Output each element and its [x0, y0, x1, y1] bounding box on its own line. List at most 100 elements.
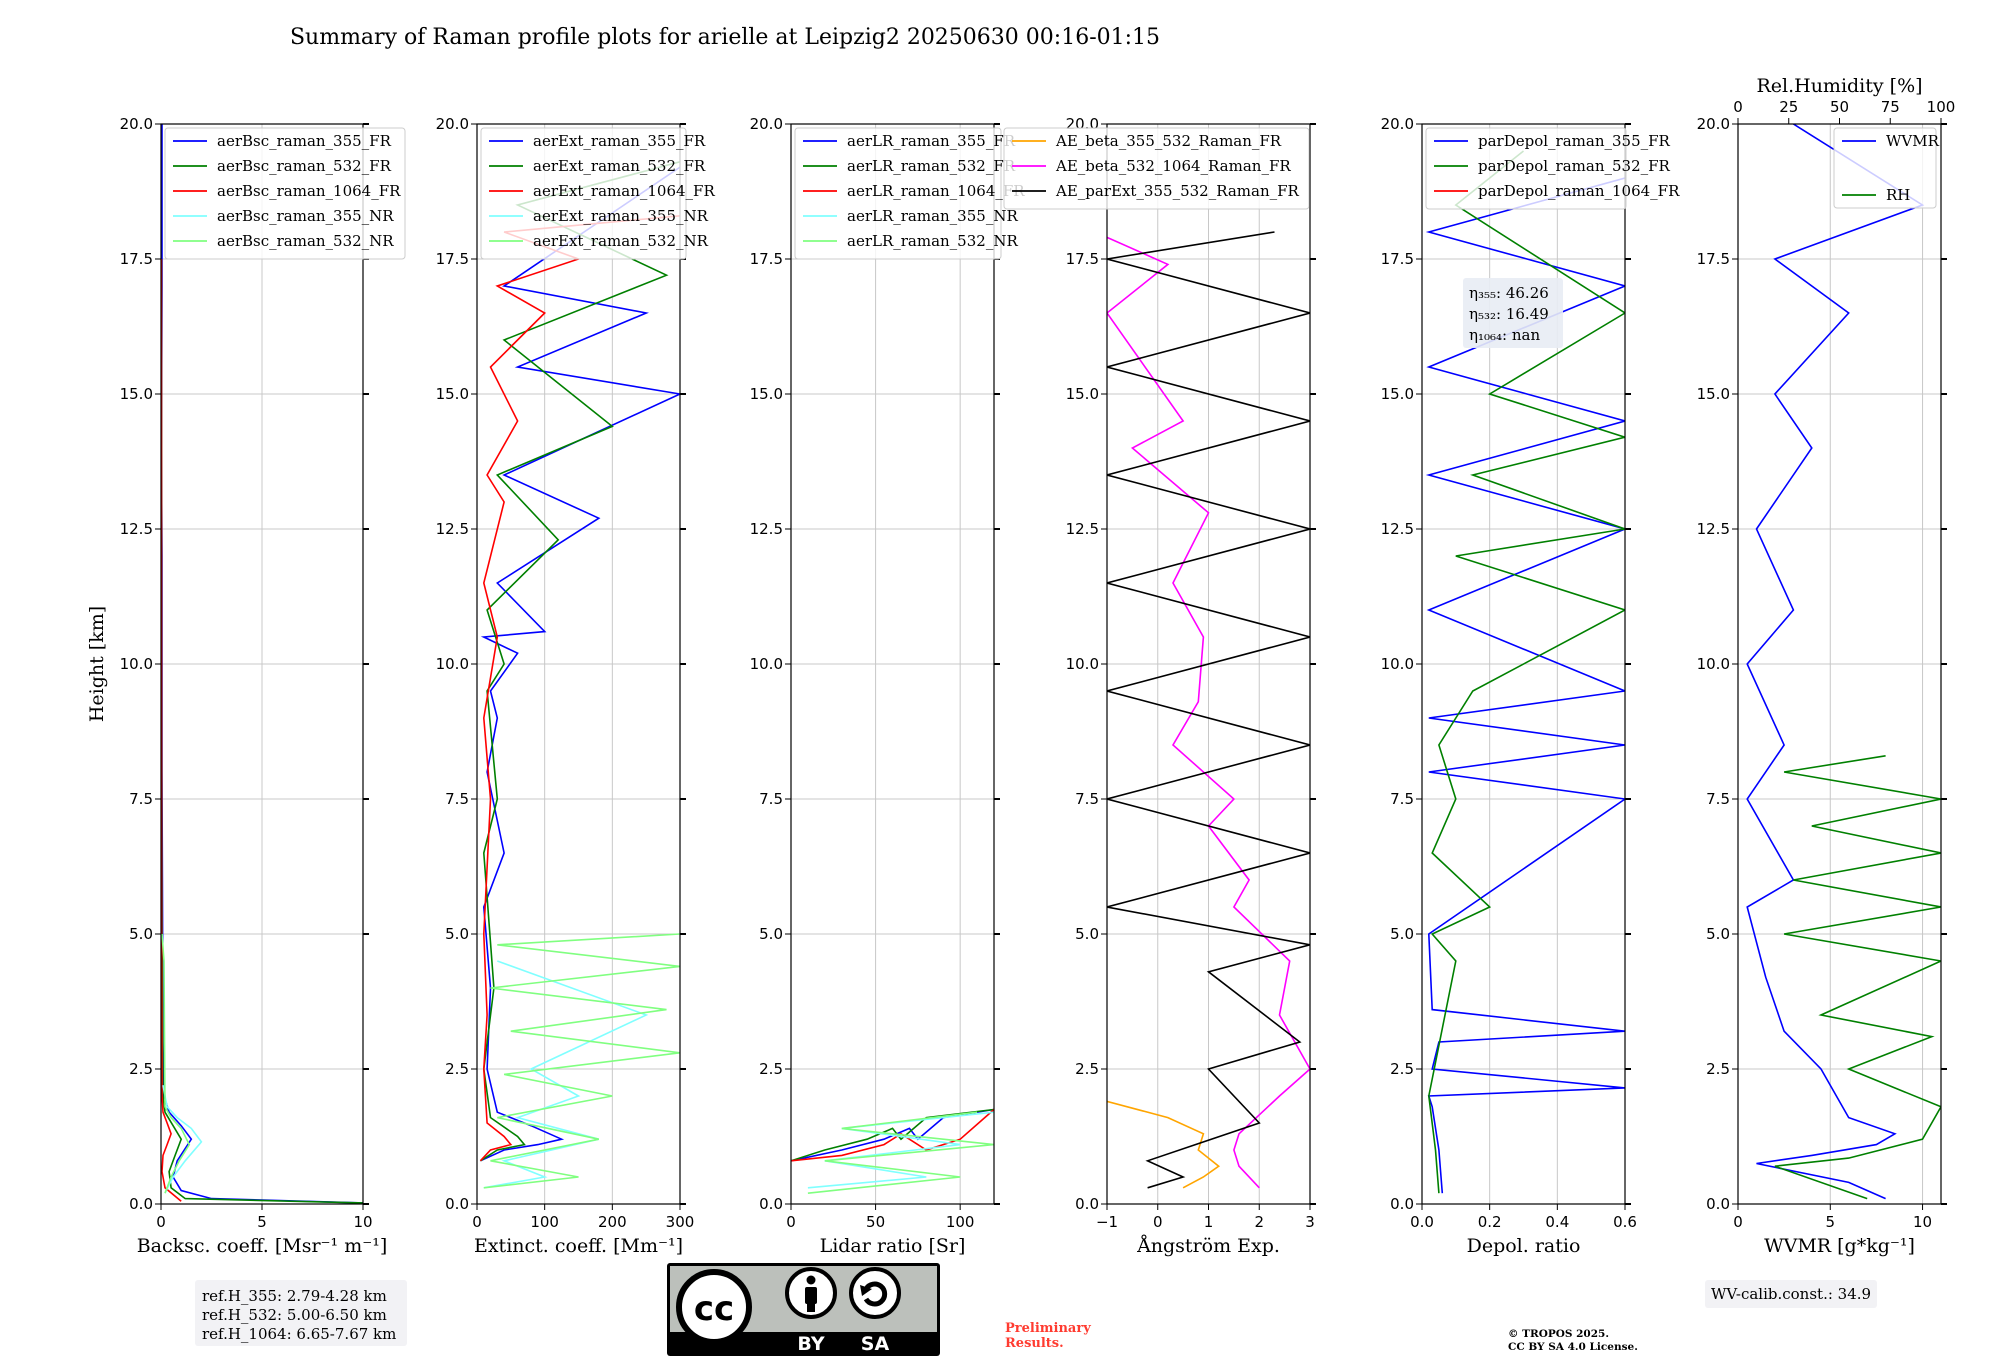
y-tick-label: 10.0	[120, 655, 153, 673]
y-tick-label: 17.5	[1066, 250, 1099, 268]
figure-title: Summary of Raman profile plots for ariel…	[290, 25, 1160, 50]
y-tick-label: 0.0	[1390, 1195, 1414, 1213]
series-aerExt_raman_355_NR	[483, 960, 649, 1189]
y-tick-label: 7.5	[1390, 790, 1414, 808]
x-tick-label: 0.4	[1545, 1213, 1569, 1231]
top-tick-label: 100	[1927, 98, 1956, 116]
panel-5: 0.0 0.2 0.4 0.6 0.0 2.5 5.0 7.5 10.0 12.5 15.0 17.5…	[1381, 115, 1680, 1257]
legend: aerLR_raman_355_FR aerLR_raman_532_FR aerL…	[794, 127, 1025, 260]
series-parDepol_raman_532_FR	[1427, 150, 1625, 1194]
x-tick-label: 300	[666, 1213, 695, 1231]
legend-entry: parDepol_raman_1064_FR	[1478, 182, 1680, 200]
ref-height-355: ref.H_355: 2.79-4.28 km	[202, 1287, 387, 1305]
top-tick-label: 75	[1881, 98, 1900, 116]
y-tick-label: 2.5	[1706, 1060, 1730, 1078]
legend: WVMR RH	[1833, 127, 1940, 209]
y-tick-label: 5.0	[759, 925, 783, 943]
panel-6: 0 5 10 0.0 2.5 5.0 7.5 10.0 12.5 15.0 17.5 20.0 WVMR…	[1697, 75, 1956, 1257]
legend-entry: parDepol_raman_532_FR	[1478, 157, 1671, 175]
y-tick-label: 7.5	[445, 790, 469, 808]
y-tick-label: 12.5	[436, 520, 469, 538]
x-tick-label: 0.0	[1410, 1213, 1434, 1231]
eta-value: η₅₃₂: 16.49	[1469, 305, 1549, 323]
y-tick-label: 2.5	[1390, 1060, 1414, 1078]
y-tick-label: 20.0	[436, 115, 469, 133]
wv-calib-box: WV-calib.const.: 34.9	[1705, 1280, 1877, 1308]
series-aerExt_raman_532_NR	[483, 933, 680, 1189]
legend-entry: aerBsc_raman_532_FR	[217, 157, 392, 175]
y-tick-label: 0.0	[445, 1195, 469, 1213]
legend-entry: aerLR_raman_355_FR	[847, 132, 1016, 150]
y-axis-label: Height [km]	[86, 606, 108, 722]
cc-logo-text: cc	[694, 1289, 734, 1329]
x-tick-label: 3	[1305, 1213, 1315, 1231]
panels: 0 5 100.02.55.07.510.012.515.017.520.0Back…	[86, 75, 1955, 1257]
badge-sa-label: SA	[861, 1333, 890, 1355]
x-tick-label: 0	[1153, 1213, 1163, 1231]
legend-box	[794, 127, 1002, 260]
eta-annotation: η₃₅₅: 46.26 η₅₃₂: 16.49 η₁₀₆₄: nan	[1463, 278, 1563, 348]
series-aerExt_raman_532_FR	[479, 161, 680, 1162]
preliminary-note-line2: Results.	[1005, 1336, 1064, 1351]
y-tick-label: 2.5	[1075, 1060, 1099, 1078]
series-aerLR_raman_1064_FR	[791, 1108, 994, 1162]
y-tick-label: 12.5	[1381, 520, 1414, 538]
legend-box	[1425, 127, 1627, 210]
x-tick-label: 0	[1733, 1213, 1743, 1231]
share-alike-icon	[849, 1267, 901, 1319]
y-tick-label: 7.5	[1075, 790, 1099, 808]
legend-entry: aerExt_raman_1064_FR	[533, 182, 715, 200]
legend-entry: aerExt_raman_355_FR	[533, 132, 706, 150]
ref-height-1064: ref.H_1064: 6.65-7.67 km	[202, 1325, 396, 1343]
y-tick-label: 17.5	[120, 250, 153, 268]
y-tick-label: 0.0	[1075, 1195, 1099, 1213]
badge-by-label: BY	[797, 1333, 824, 1355]
y-tick-label: 15.0	[750, 385, 783, 403]
panel-3: 0 50 100 0.0 2.5 5.0 7.5 10.0 12.5 15.0 17.5 20.0 Li…	[750, 115, 1026, 1257]
y-tick-label: 5.0	[1390, 925, 1414, 943]
x-tick-label: 0	[786, 1213, 796, 1231]
y-tick-label: 12.5	[1697, 520, 1730, 538]
x-tick-label: 100	[530, 1213, 559, 1231]
series-aerBsc_raman_532_NR	[161, 933, 191, 1194]
legend-entry: RH	[1886, 186, 1910, 204]
legend: aerExt_raman_355_FR aerExt_raman_532_FRae…	[480, 127, 715, 260]
x-tick-label: 50	[866, 1213, 885, 1231]
copyright-line2: CC BY SA 4.0 License.	[1508, 1341, 1638, 1353]
x-tick-label: 200	[598, 1213, 627, 1231]
x-tick-label: 0.6	[1613, 1213, 1637, 1231]
y-tick-label: 10.0	[1066, 655, 1099, 673]
x-tick-label: 100	[946, 1213, 975, 1231]
y-tick-label: 7.5	[759, 790, 783, 808]
y-tick-label: 10.0	[1381, 655, 1414, 673]
y-tick-label: 15.0	[1066, 385, 1099, 403]
y-tick-label: 5.0	[1075, 925, 1099, 943]
legend-entry: AE_beta_355_532_Raman_FR	[1055, 132, 1282, 150]
cc-logo-icon	[676, 1269, 752, 1345]
y-tick-label: 7.5	[129, 790, 153, 808]
y-tick-label: 17.5	[1697, 250, 1730, 268]
x-tick-label: 1	[1204, 1213, 1214, 1231]
top-tick-label: 25	[1779, 98, 1798, 116]
legend-entry: parDepol_raman_355_FR	[1478, 132, 1671, 150]
eta-value: η₃₅₅: 46.26	[1469, 284, 1549, 302]
x-tick-label: 5	[257, 1213, 267, 1231]
series-aerBsc_raman_355_NR	[162, 1085, 203, 1194]
y-tick-label: 0.0	[1706, 1195, 1730, 1213]
eta-value: η₁₀₆₄: nan	[1469, 326, 1540, 344]
legend-entry: aerLR_raman_532_FR	[847, 157, 1016, 175]
y-tick-label: 5.0	[1706, 925, 1730, 943]
legend: aerBsc_raman_355_FR aerBsc_raman_532_FRae…	[164, 127, 406, 260]
x-tick-label: 0	[156, 1213, 166, 1231]
legend-box	[480, 127, 687, 260]
y-tick-label: 10.0	[1697, 655, 1730, 673]
legend-entry: aerExt_raman_532_FR	[533, 157, 706, 175]
panel-1: 0 5 10 0.0 2.5 5.0 7.5 10.0 12.5 15.0 17.5 20.0 Back…	[86, 115, 406, 1257]
panel-4: −1 0 1 2 30.02.55.07.510.012.515.017.520.0Ån…	[1003, 115, 1316, 1257]
series-aerExt_raman_1064_FR	[479, 215, 680, 1162]
series-WVMR	[1746, 124, 1925, 1200]
y-tick-label: 5.0	[445, 925, 469, 943]
legend-box	[1003, 127, 1310, 210]
y-tick-label: 5.0	[129, 925, 153, 943]
